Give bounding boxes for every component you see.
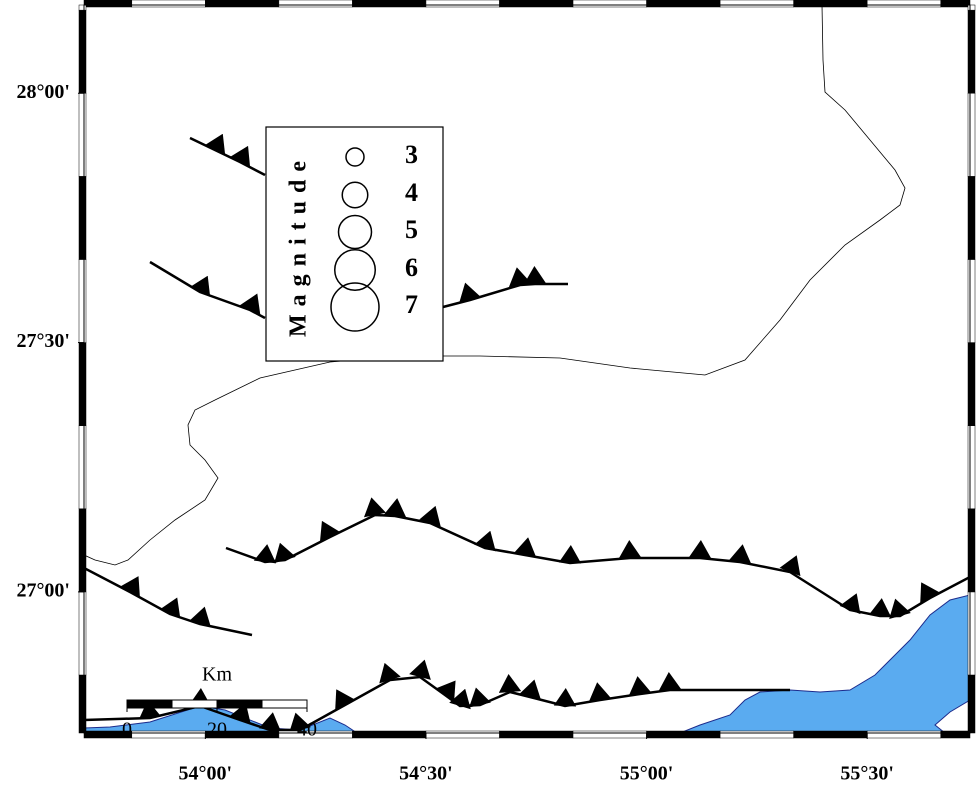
border-segment (967, 4, 976, 11)
border-segment (967, 259, 976, 343)
border-segment (967, 9, 976, 94)
coastline (84, 5, 906, 566)
border-segment (967, 425, 976, 510)
scale-label: 20 (207, 719, 227, 741)
border-segment (78, 9, 87, 94)
lat-tick-label: 27°00' (16, 579, 70, 601)
border-segment (278, 0, 353, 8)
legend-label: 5 (405, 215, 418, 244)
border-segment (646, 0, 721, 8)
border-segment (967, 342, 976, 426)
fault (442, 266, 568, 309)
border-segment (425, 0, 500, 8)
border-segment (967, 508, 976, 593)
scale-segment (261, 699, 308, 709)
scale-title: Km (202, 664, 232, 686)
legend-label: 7 (405, 290, 418, 319)
border-segment (866, 730, 941, 739)
border-segment (352, 730, 427, 739)
border-segment (866, 0, 941, 8)
lon-tick-label: 54°00' (179, 763, 233, 785)
border-segment (83, 0, 133, 8)
lon-tick-label: 55°00' (620, 763, 674, 785)
border-segment (131, 0, 206, 8)
border-segment (572, 730, 647, 739)
legend-circle (337, 214, 373, 250)
scale-label: 40 (297, 719, 317, 741)
border-segment (352, 0, 427, 8)
legend-circle (341, 181, 369, 209)
legend-label: 3 (405, 140, 418, 169)
border-segment (78, 259, 87, 343)
legend-circle (334, 249, 376, 291)
lon-tick-label: 55°30' (840, 763, 894, 785)
border-segment (78, 591, 87, 676)
scale-bar: Km (202, 664, 232, 686)
legend-label: 4 (405, 178, 418, 207)
legend-title: Magnitude (286, 153, 312, 337)
border-segment (719, 0, 794, 8)
border-segment (78, 674, 87, 734)
lat-tick-label: 28°00' (16, 81, 70, 103)
border-segment (967, 176, 976, 260)
fault (189, 133, 266, 177)
border-segment (499, 0, 574, 8)
border-segment (793, 0, 868, 8)
border-segment (940, 730, 971, 739)
lon-tick-label: 54°30' (399, 763, 453, 785)
border-segment (967, 674, 976, 734)
border-segment (793, 730, 868, 739)
border-segment (78, 4, 87, 11)
legend-circle (345, 147, 365, 167)
border-segment (205, 0, 280, 8)
fault (149, 260, 266, 320)
map-body (84, 5, 970, 733)
scale-segment (216, 699, 263, 709)
scale-segment (126, 699, 173, 709)
border-segment (425, 730, 500, 739)
border-segment (78, 342, 87, 426)
fault (84, 659, 790, 733)
border-segment (78, 508, 87, 593)
water (679, 594, 970, 733)
border-segment (646, 730, 721, 739)
border-segment (719, 730, 794, 739)
border-segment (78, 93, 87, 177)
border-segment (499, 730, 574, 739)
border-segment (572, 0, 647, 8)
frame (83, 4, 971, 734)
legend-label: 6 (405, 253, 418, 282)
border-segment (78, 425, 87, 510)
border-segment (967, 93, 976, 177)
border-segment (967, 591, 976, 676)
border-segment (131, 730, 206, 739)
border (78, 0, 976, 739)
border-segment (940, 0, 971, 8)
fault (84, 566, 253, 637)
border-segment (78, 176, 87, 260)
fault (225, 497, 970, 620)
scale-segment (171, 699, 218, 709)
scale-label: 0 (122, 719, 132, 741)
lat-tick-label: 27°30' (16, 330, 70, 352)
legend-circle (330, 282, 380, 332)
